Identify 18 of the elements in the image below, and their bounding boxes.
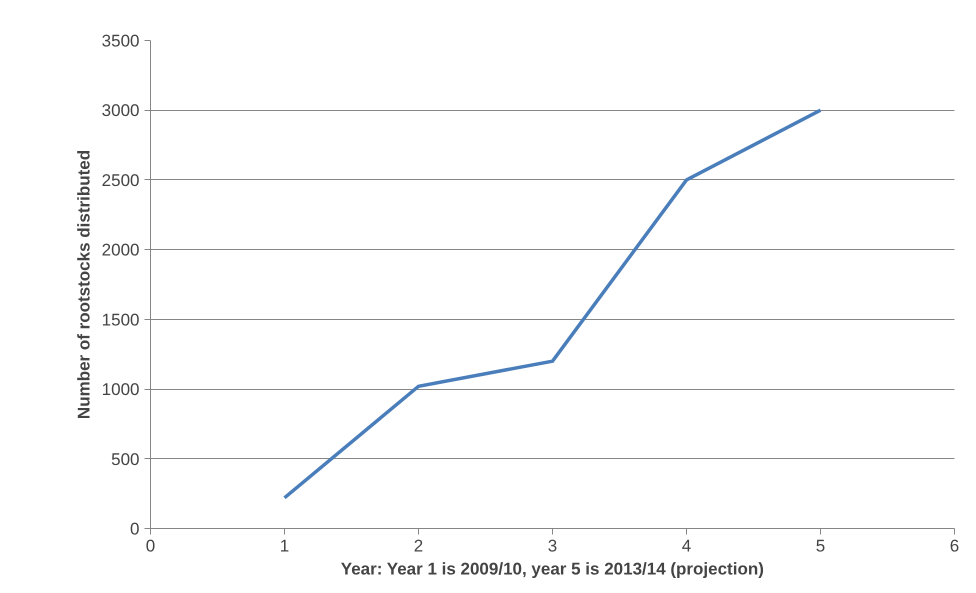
x-tick-label: 2	[414, 536, 424, 556]
y-tick-label: 3500	[102, 32, 140, 50]
y-axis-title: Number of rootstocks distributed	[74, 150, 94, 420]
x-tick-label: 0	[146, 536, 156, 556]
x-tick-label: 4	[682, 536, 692, 556]
y-tick-label: 2000	[102, 240, 140, 260]
x-tick-label: 5	[816, 536, 826, 556]
y-tick-label: 2500	[102, 170, 140, 190]
y-tick-label: 500	[111, 450, 140, 469]
y-tick-label: 1500	[102, 310, 140, 330]
line-series	[282, 108, 822, 500]
y-tick-label: 3000	[102, 101, 140, 120]
x-axis-title: Year: Year 1 is 2009/10, year 5 is 2013/14 (projection)	[340, 560, 764, 578]
x-tick-label: 6	[950, 536, 960, 556]
x-tick-label: 1	[280, 536, 290, 556]
y-tick-label: 1000	[102, 380, 140, 400]
y-tick-label: 0	[130, 520, 140, 538]
x-tick-label: 3	[548, 536, 558, 556]
